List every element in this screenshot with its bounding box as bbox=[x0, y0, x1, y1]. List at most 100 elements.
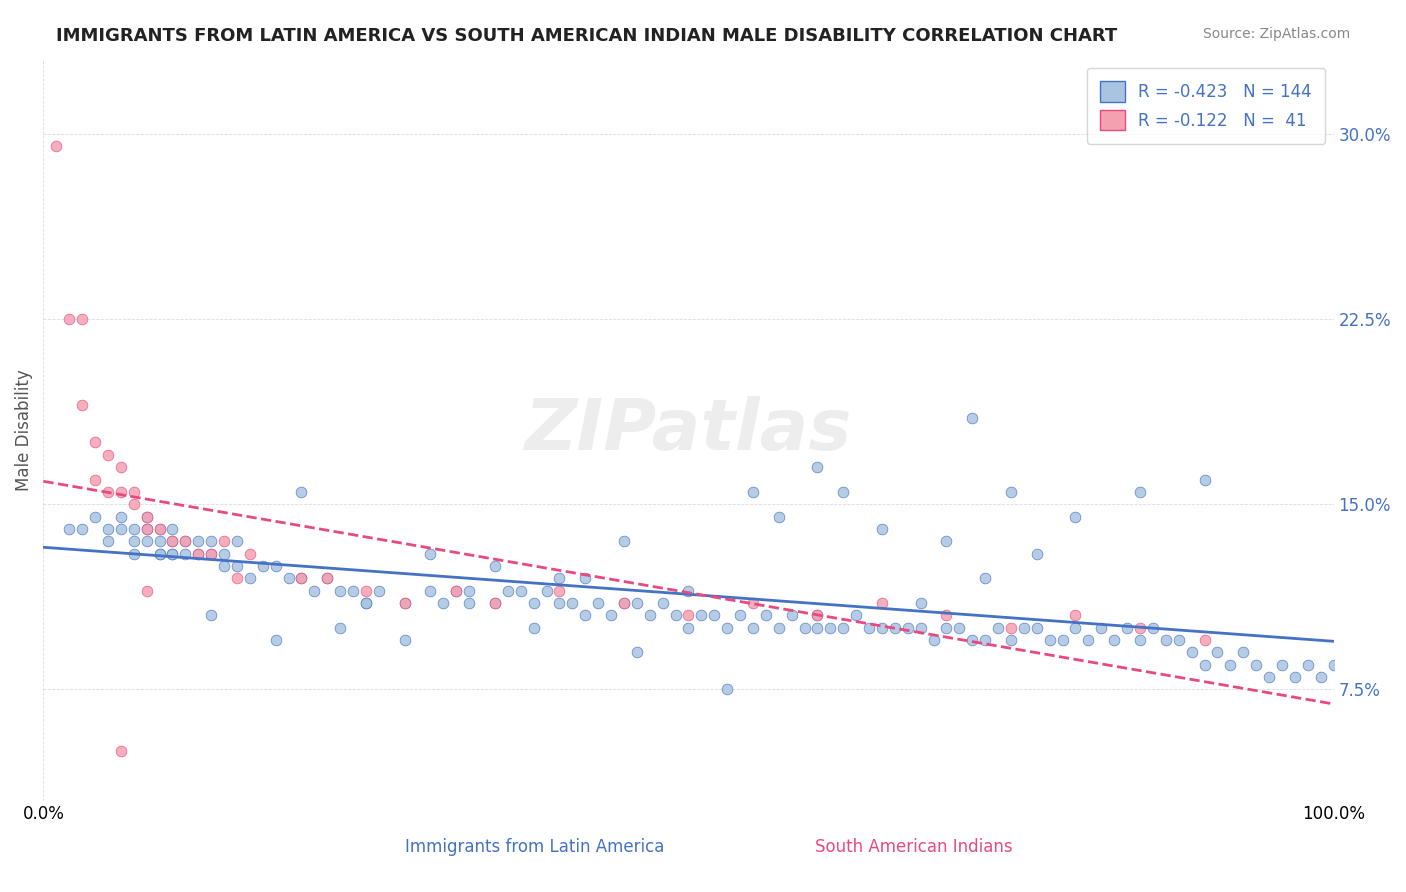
Point bbox=[536, 583, 558, 598]
Point bbox=[316, 571, 339, 585]
Point bbox=[1052, 633, 1074, 648]
Point bbox=[162, 547, 184, 561]
Point bbox=[1025, 547, 1047, 561]
Point bbox=[678, 608, 700, 623]
Point bbox=[264, 633, 287, 648]
Point bbox=[1000, 633, 1022, 648]
Point bbox=[174, 547, 197, 561]
Point bbox=[870, 596, 893, 610]
Point bbox=[458, 596, 481, 610]
Point bbox=[806, 608, 828, 623]
Point bbox=[367, 583, 389, 598]
Point bbox=[135, 522, 157, 536]
Point bbox=[187, 534, 209, 549]
Point bbox=[162, 534, 184, 549]
Point bbox=[1284, 670, 1306, 684]
Point bbox=[742, 484, 765, 499]
Point bbox=[135, 534, 157, 549]
Point bbox=[1142, 621, 1164, 635]
Point bbox=[509, 583, 531, 598]
Point bbox=[1064, 621, 1087, 635]
Point bbox=[264, 558, 287, 573]
Point bbox=[1000, 484, 1022, 499]
Point bbox=[948, 621, 970, 635]
Point bbox=[446, 583, 468, 598]
Point bbox=[58, 312, 80, 326]
Point bbox=[768, 509, 790, 524]
Point bbox=[548, 583, 571, 598]
Point bbox=[1129, 621, 1152, 635]
Point bbox=[716, 621, 738, 635]
Point bbox=[394, 596, 416, 610]
Point bbox=[84, 435, 107, 450]
Point bbox=[935, 534, 957, 549]
Point bbox=[354, 583, 377, 598]
Point bbox=[110, 509, 132, 524]
Point bbox=[1129, 484, 1152, 499]
Point bbox=[148, 547, 170, 561]
Point bbox=[432, 596, 454, 610]
Point bbox=[742, 621, 765, 635]
Point bbox=[586, 596, 609, 610]
Point bbox=[419, 583, 441, 598]
Point bbox=[728, 608, 751, 623]
Point bbox=[484, 558, 506, 573]
Point bbox=[212, 547, 235, 561]
Point bbox=[1025, 621, 1047, 635]
Point bbox=[870, 621, 893, 635]
Point bbox=[70, 312, 93, 326]
Point bbox=[613, 596, 636, 610]
Point bbox=[858, 621, 880, 635]
Point bbox=[793, 621, 815, 635]
Point bbox=[806, 608, 828, 623]
Point bbox=[987, 621, 1010, 635]
Point bbox=[523, 596, 546, 610]
Point bbox=[97, 448, 120, 462]
Y-axis label: Male Disability: Male Disability bbox=[15, 369, 32, 491]
Point bbox=[910, 621, 932, 635]
Point bbox=[832, 621, 855, 635]
Point bbox=[45, 139, 67, 153]
Point bbox=[574, 571, 596, 585]
Legend: R = -0.423   N = 144, R = -0.122   N =  41: R = -0.423 N = 144, R = -0.122 N = 41 bbox=[1087, 68, 1326, 144]
Point bbox=[1090, 621, 1112, 635]
Point bbox=[910, 596, 932, 610]
Text: IMMIGRANTS FROM LATIN AMERICA VS SOUTH AMERICAN INDIAN MALE DISABILITY CORRELATI: IMMIGRANTS FROM LATIN AMERICA VS SOUTH A… bbox=[56, 27, 1118, 45]
Point bbox=[496, 583, 519, 598]
Point bbox=[394, 633, 416, 648]
Point bbox=[97, 534, 120, 549]
Point bbox=[1064, 509, 1087, 524]
Point bbox=[394, 596, 416, 610]
Point bbox=[290, 571, 312, 585]
Point bbox=[613, 596, 636, 610]
Point bbox=[755, 608, 778, 623]
Point bbox=[1129, 633, 1152, 648]
Point bbox=[870, 522, 893, 536]
Point bbox=[200, 547, 222, 561]
Point bbox=[1181, 645, 1204, 659]
Point bbox=[148, 522, 170, 536]
Point bbox=[974, 633, 997, 648]
Point bbox=[174, 534, 197, 549]
Point bbox=[122, 547, 145, 561]
Point bbox=[446, 583, 468, 598]
Point bbox=[1012, 621, 1035, 635]
Point bbox=[523, 621, 546, 635]
Point bbox=[935, 608, 957, 623]
Point bbox=[1116, 621, 1139, 635]
Point bbox=[70, 522, 93, 536]
Text: Immigrants from Latin America: Immigrants from Latin America bbox=[405, 838, 664, 856]
Point bbox=[135, 509, 157, 524]
Point bbox=[458, 583, 481, 598]
Point bbox=[600, 608, 623, 623]
Point bbox=[780, 608, 803, 623]
Point bbox=[845, 608, 868, 623]
Point bbox=[316, 571, 339, 585]
Point bbox=[200, 534, 222, 549]
Point bbox=[1194, 633, 1216, 648]
Point bbox=[626, 596, 648, 610]
Point bbox=[832, 484, 855, 499]
Point bbox=[1039, 633, 1062, 648]
Point bbox=[226, 558, 249, 573]
Point bbox=[613, 534, 636, 549]
